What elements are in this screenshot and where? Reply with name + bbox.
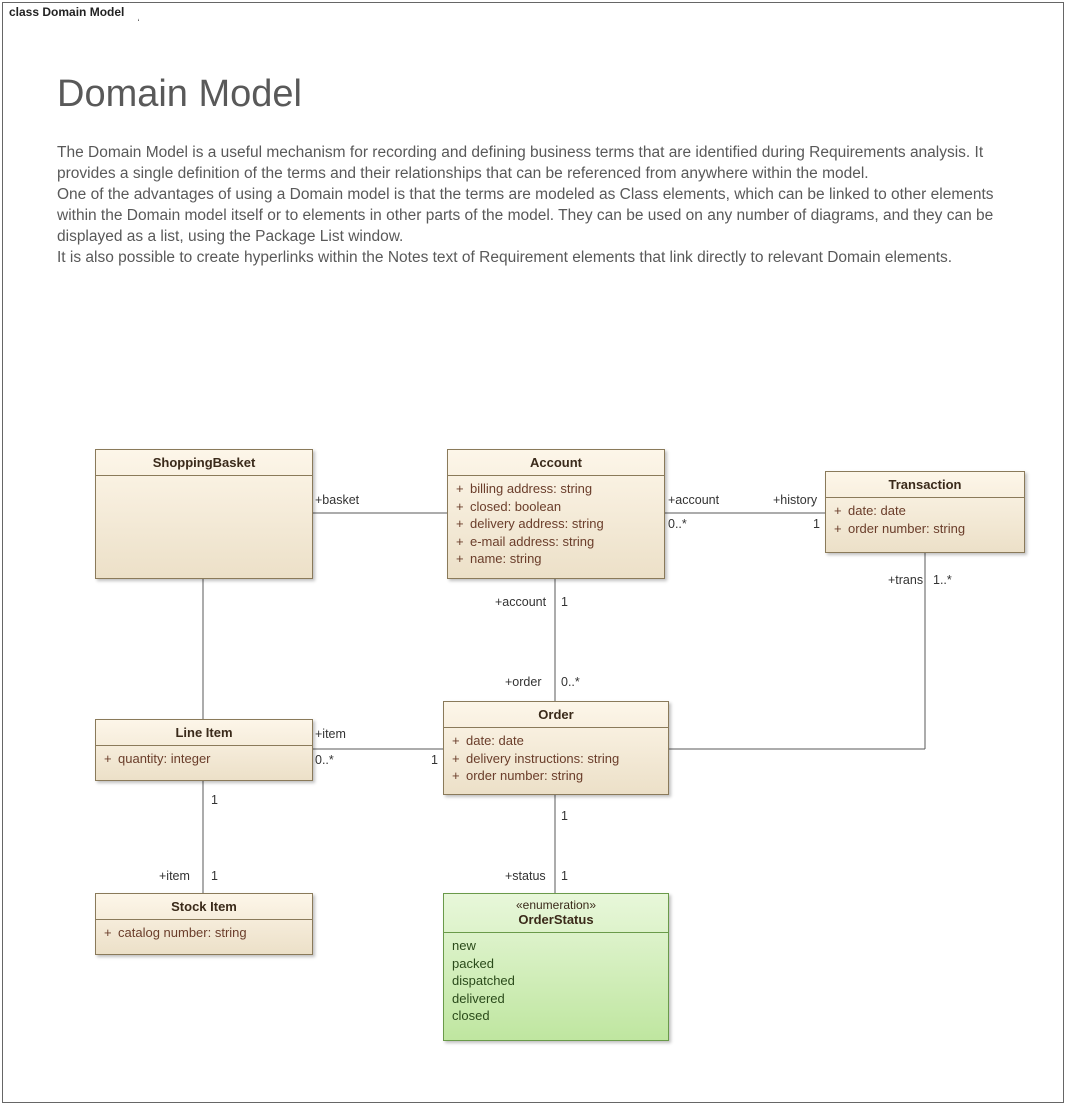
edge-label: +status xyxy=(505,869,546,883)
edge-label: +item xyxy=(315,727,346,741)
edge-label: 0..* xyxy=(315,753,334,767)
class-stock-item[interactable]: Stock Item +catalog number: string xyxy=(95,893,313,955)
diagram-frame: class Domain Model Domain Model The Doma… xyxy=(2,2,1064,1103)
class-attrs: +quantity: integer xyxy=(96,746,312,774)
class-shopping-basket[interactable]: ShoppingBasket xyxy=(95,449,313,579)
edge-label: 1 xyxy=(211,869,218,883)
edge-label: 1 xyxy=(561,809,568,823)
class-title: OrderStatus xyxy=(444,912,668,933)
edge-label: +history xyxy=(773,493,817,507)
class-order[interactable]: Order +date: date +delivery instructions… xyxy=(443,701,669,795)
enum-literals: new packed dispatched delivered closed xyxy=(444,933,668,1031)
edge-label: 0..* xyxy=(561,675,580,689)
class-title: Stock Item xyxy=(96,894,312,920)
edge-label: 1 xyxy=(813,517,820,531)
class-attrs: +date: date +delivery instructions: stri… xyxy=(444,728,668,791)
edge-label: +account xyxy=(668,493,719,507)
class-title: Line Item xyxy=(96,720,312,746)
edge-label: +trans xyxy=(888,573,923,587)
class-attrs: +catalog number: string xyxy=(96,920,312,948)
class-title: ShoppingBasket xyxy=(96,450,312,476)
edge-label: 1 xyxy=(211,793,218,807)
class-title: Account xyxy=(448,450,664,476)
class-transaction[interactable]: Transaction +date: date +order number: s… xyxy=(825,471,1025,553)
edge-label: 1..* xyxy=(933,573,952,587)
class-order-status[interactable]: «enumeration» OrderStatus new packed dis… xyxy=(443,893,669,1041)
class-title: Order xyxy=(444,702,668,728)
class-attrs: +date: date +order number: string xyxy=(826,498,1024,543)
edge-label: +account xyxy=(495,595,546,609)
class-title: Transaction xyxy=(826,472,1024,498)
edge-label: +order xyxy=(505,675,541,689)
class-attrs: +billing address: string +closed: boolea… xyxy=(448,476,664,574)
edge-label: 1 xyxy=(431,753,438,767)
edge-label: 1 xyxy=(561,869,568,883)
class-line-item[interactable]: Line Item +quantity: integer xyxy=(95,719,313,781)
edge-label: +item xyxy=(159,869,190,883)
edge-label: 1 xyxy=(561,595,568,609)
class-account[interactable]: Account +billing address: string +closed… xyxy=(447,449,665,579)
edge-label: 0..* xyxy=(668,517,687,531)
class-stereotype: «enumeration» xyxy=(444,894,668,912)
diagram-canvas: ShoppingBasket Account +billing address:… xyxy=(3,3,1065,1104)
edge-label: +basket xyxy=(315,493,359,507)
